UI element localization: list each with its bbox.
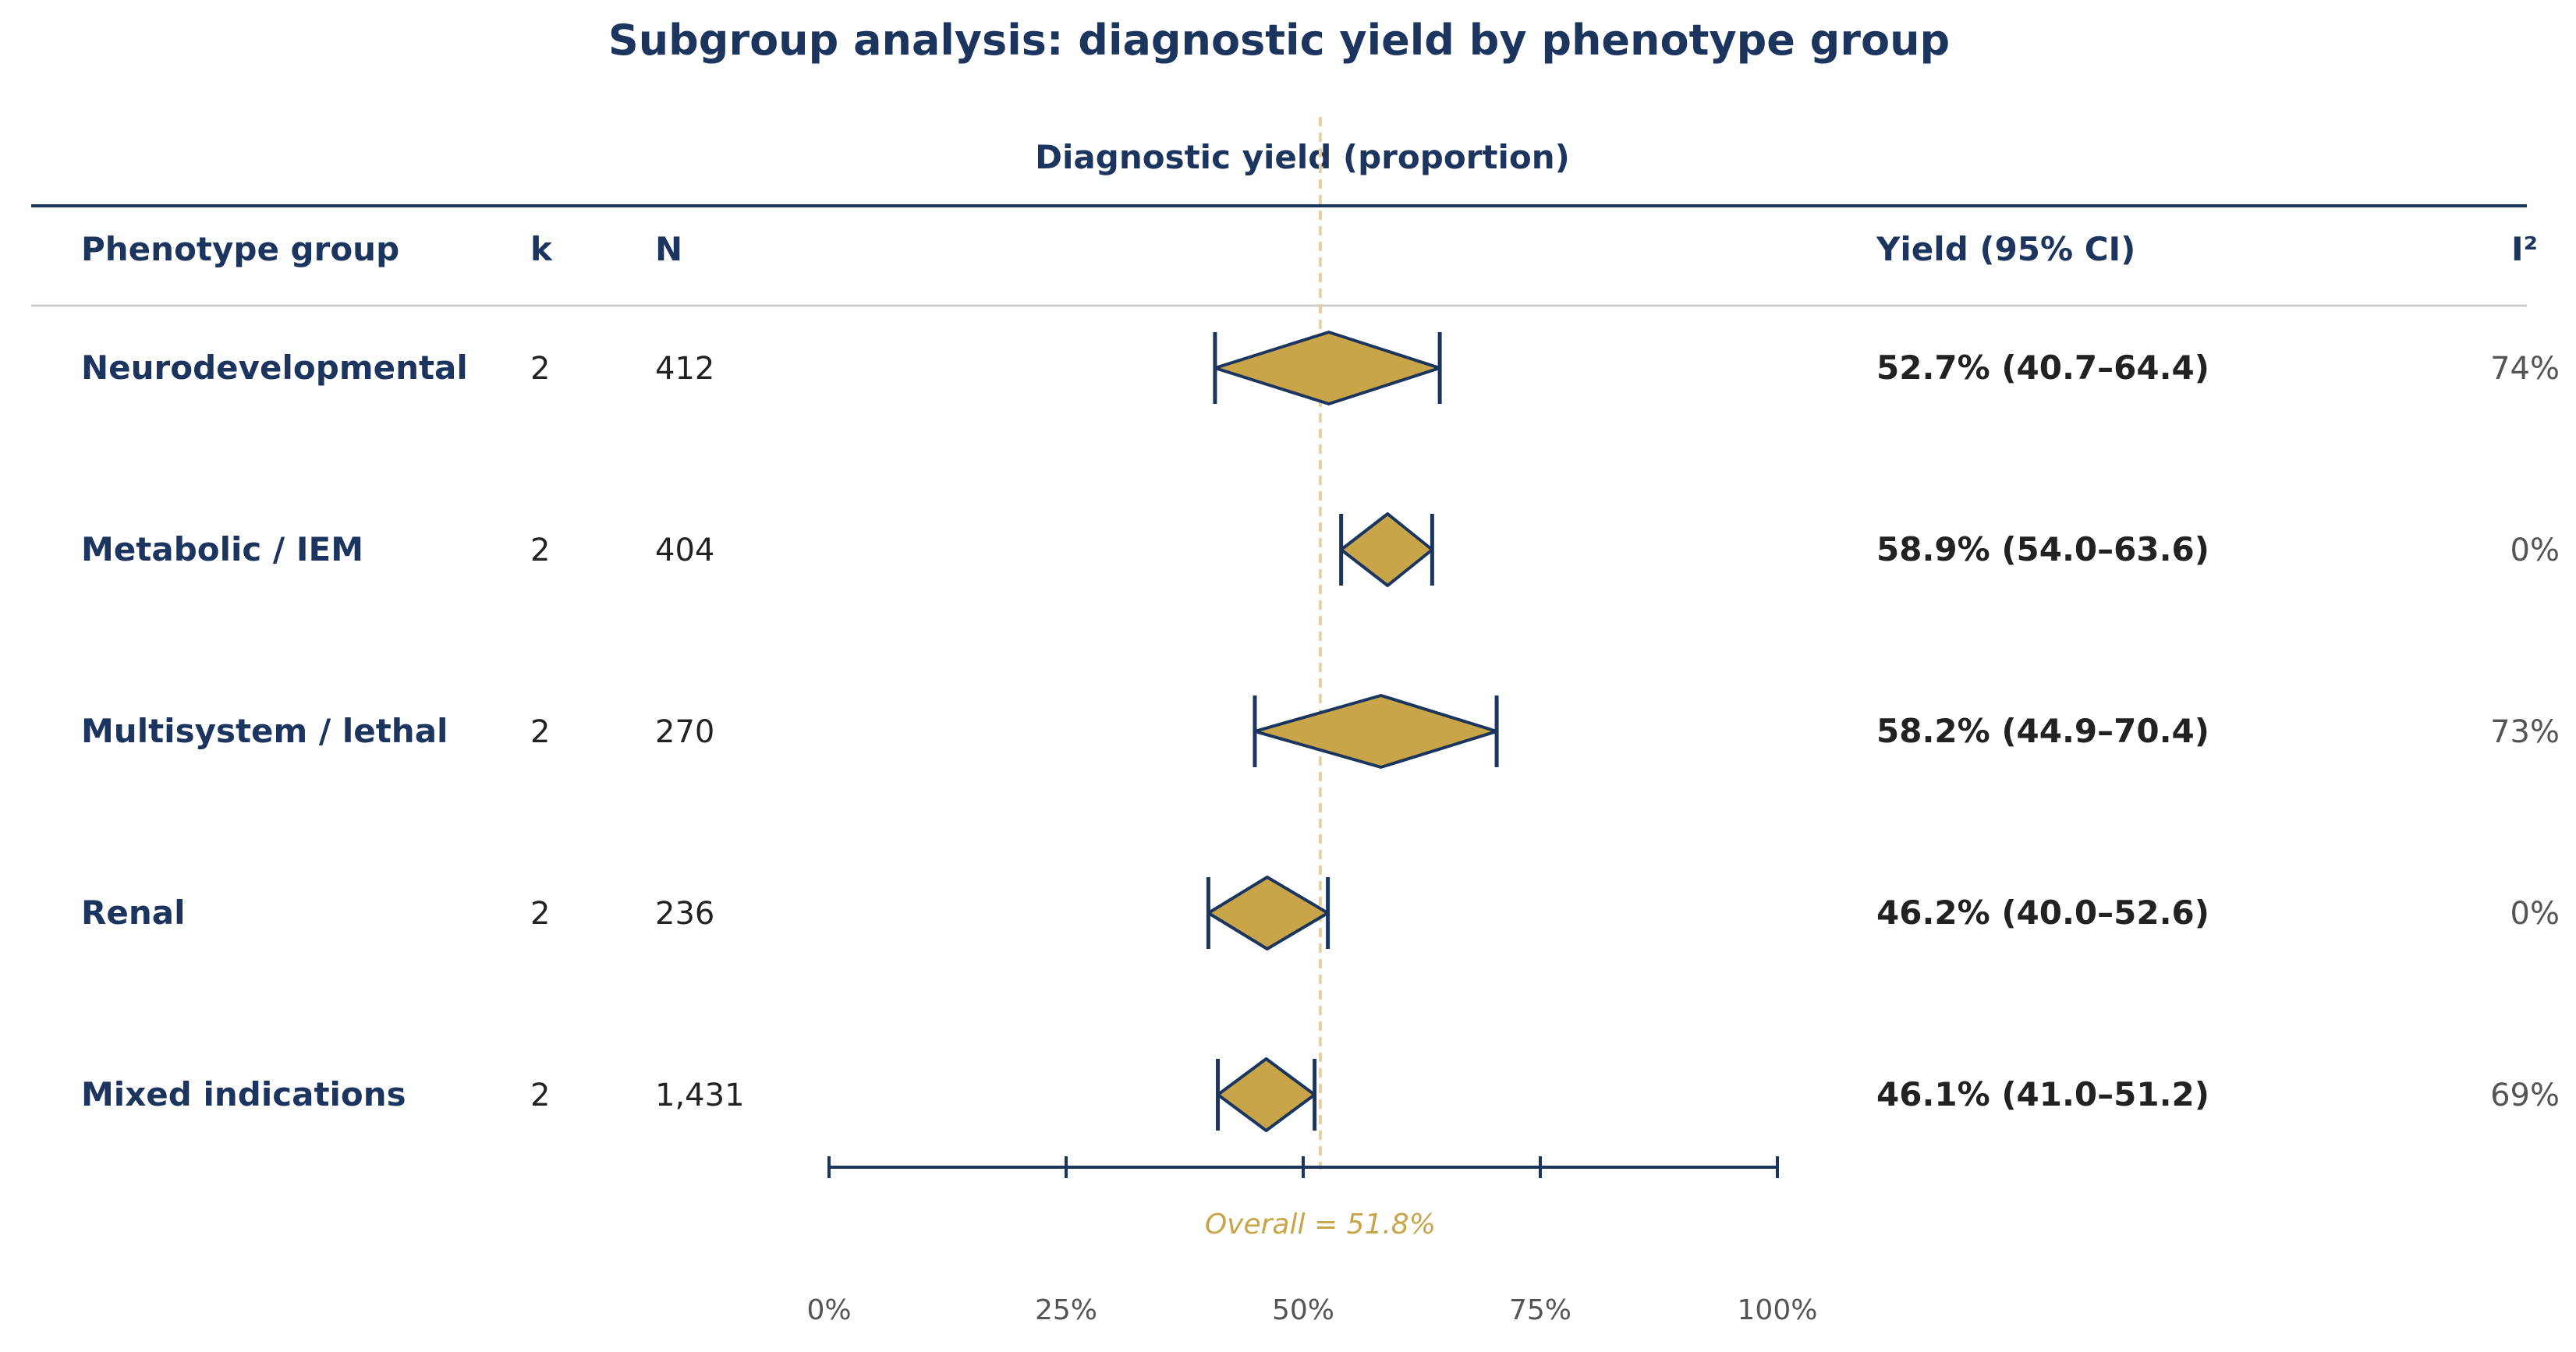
x-tick-label: 100% bbox=[1738, 1294, 1818, 1326]
row-n-value: 270 bbox=[655, 714, 714, 750]
row-k-value: 2 bbox=[530, 351, 550, 387]
x-tick-label: 75% bbox=[1509, 1294, 1571, 1326]
row-group-label: Renal bbox=[81, 894, 185, 932]
x-axis-label: Diagnostic yield (proportion) bbox=[1035, 138, 1570, 176]
row-group-label: Metabolic / IEM bbox=[81, 530, 363, 568]
col-header-n: N bbox=[655, 230, 682, 268]
row-i2-value: 0% bbox=[2510, 896, 2560, 932]
col-header-i2: I² bbox=[2511, 230, 2538, 268]
row-k-value: 2 bbox=[530, 714, 550, 750]
ci-diamond bbox=[1216, 1057, 1316, 1132]
x-tick-label: 0% bbox=[806, 1294, 851, 1326]
row-yield-text: 46.2% (40.0–52.6) bbox=[1876, 894, 2209, 932]
row-n-value: 404 bbox=[655, 533, 714, 568]
col-header-yield: Yield (95% CI) bbox=[1876, 230, 2135, 268]
ci-diamond bbox=[1253, 694, 1499, 769]
row-k-value: 2 bbox=[530, 896, 550, 932]
row-n-value: 412 bbox=[655, 351, 714, 387]
ci-diamond bbox=[1339, 512, 1434, 587]
row-i2-value: 73% bbox=[2490, 714, 2560, 750]
row-i2-value: 0% bbox=[2510, 533, 2560, 568]
row-yield-text: 46.1% (41.0–51.2) bbox=[1876, 1075, 2209, 1113]
row-yield-text: 58.9% (54.0–63.6) bbox=[1876, 530, 2209, 568]
row-i2-value: 69% bbox=[2490, 1078, 2560, 1113]
col-header-k: k bbox=[530, 230, 553, 268]
row-i2-value: 74% bbox=[2490, 351, 2560, 387]
overall-reference-label: Overall = 51.8% bbox=[1205, 1209, 1436, 1241]
row-group-label: Multisystem / lethal bbox=[81, 712, 448, 750]
x-tick-label: 25% bbox=[1035, 1294, 1097, 1326]
row-n-value: 236 bbox=[655, 896, 714, 932]
chart-title: Subgroup analysis: diagnostic yield by p… bbox=[608, 16, 1950, 65]
forest-rows: Neurodevelopmental 2 412 52.7% (40.7–64.4) 7… bbox=[81, 331, 2560, 1132]
x-tick-label: 50% bbox=[1272, 1294, 1334, 1326]
row-yield-text: 58.2% (44.9–70.4) bbox=[1876, 712, 2209, 750]
x-axis: 0% 25% 50% 75% 100% bbox=[806, 1156, 1817, 1326]
row-n-value: 1,431 bbox=[655, 1078, 745, 1113]
ci-diamond bbox=[1213, 331, 1442, 405]
row-k-value: 2 bbox=[530, 533, 550, 568]
row-yield-text: 52.7% (40.7–64.4) bbox=[1876, 349, 2209, 387]
row-group-label: Neurodevelopmental bbox=[81, 349, 468, 387]
row-k-value: 2 bbox=[530, 1078, 550, 1113]
row-group-label: Mixed indications bbox=[81, 1075, 406, 1113]
ci-diamond bbox=[1207, 876, 1330, 950]
col-header-group: Phenotype group bbox=[81, 230, 399, 268]
